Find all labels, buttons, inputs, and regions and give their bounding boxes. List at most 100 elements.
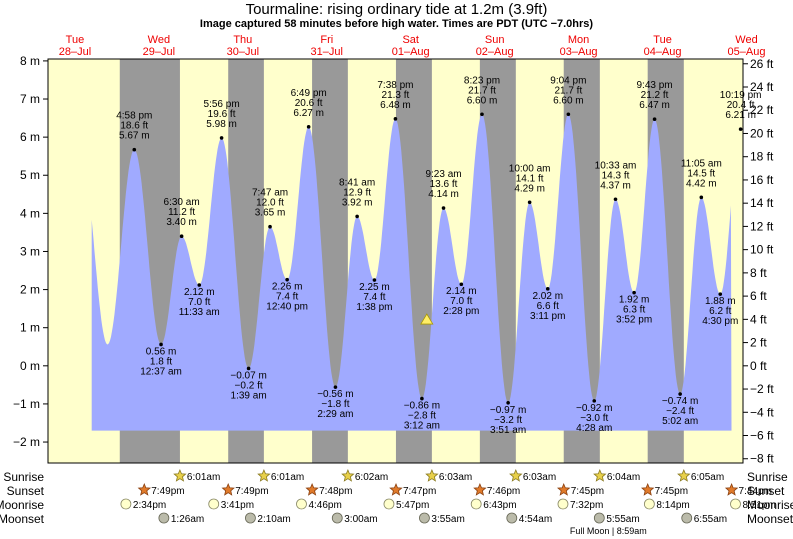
y-tick-label-right: 6 ft [750,289,767,303]
tide-label: 14.5 ft [687,168,715,179]
tide-point [459,282,464,287]
chart-title: Tourmaline: rising ordinary tide at 1.2m… [245,1,548,18]
tide-label: 3.65 m [255,208,286,219]
tide-label: 1:38 pm [356,302,392,313]
y-tick-label-right: 24 ft [750,80,774,94]
moonrise-time: 5:47pm [396,500,429,511]
day-date: 05–Aug [728,46,766,58]
sunset-time: 7:45pm [655,486,688,497]
tide-point [179,234,184,239]
tide-label: −2.8 ft [408,411,436,422]
moonset-time: 2:10am [257,514,290,525]
tide-label: 6.6 ft [537,301,559,312]
y-tick-label-left: 0 m [20,359,40,373]
sunrise-icon [593,468,607,482]
tide-point [718,292,723,296]
tide-label: 12:40 pm [266,302,308,313]
tide-point [197,283,202,287]
tide-label: 6:30 am [164,197,200,208]
moonrise-icon [557,498,569,510]
tide-point [355,214,359,219]
tide-label: 18.6 ft [120,121,148,132]
tide-label: 9:43 pm [637,80,673,91]
sunrise-time: 6:03am [439,472,472,483]
tide-point [738,127,743,131]
sunset-time: 7:46pm [487,486,520,497]
tide-label: 4:30 pm [702,316,738,327]
tide-point [268,224,272,229]
day-date: 03–Aug [560,46,598,58]
tide-point [441,206,446,210]
moonrise-icon [383,498,395,510]
tide-label: 12:37 am [140,366,182,377]
tide-label: 3:52 pm [616,315,652,326]
tide-label: −0.2 ft [235,380,263,391]
tide-point [246,366,251,371]
tide-label: 6.48 m [380,100,411,111]
tide-label: 4:58 pm [116,111,152,122]
tide-point [613,197,618,202]
tide-label: 2.14 m [446,286,477,297]
moonrise-time: 4:46pm [308,500,341,511]
tide-label: 4.42 m [686,178,717,189]
moonrise-icon [730,498,741,510]
tide-label: 1.92 m [619,295,650,306]
tide-label: 6.21 m [725,110,756,121]
tide-label: 4:28 am [576,423,612,434]
y-tick-label-left: 2 m [20,283,40,297]
sunrise-time: 6:03am [523,472,556,483]
tide-label: 6.3 ft [623,305,645,316]
tide-label: 3.40 m [166,217,197,228]
tide-point [592,399,597,403]
day-labels: Tue28–JulWed29–JulThu30–JulFri31–JulSat0… [59,34,766,58]
y-tick-label-right: 18 ft [750,150,774,164]
tide-label: 9:04 pm [550,75,586,86]
day-date: 04–Aug [644,46,682,58]
sunrise-time: 6:01am [271,472,304,483]
tide-label: 6.60 m [553,95,584,106]
sunrise-row-label-left: Sunrise [3,470,44,484]
moonset-icon [419,512,430,524]
tide-label: 0.56 m [146,346,177,357]
tide-label: 9:23 am [425,169,461,180]
moonrise-time: 6:43pm [483,500,516,511]
sunrise-row-label-right: Sunrise [747,470,788,484]
tide-label: 4.29 m [514,183,545,194]
tide-label: 8:41 am [339,177,375,188]
y-tick-label-right: 26 ft [750,57,774,71]
tide-point [480,112,484,117]
moonrise-time: 7:32pm [570,500,603,511]
moonset-row-label-right: Moonset [747,512,793,526]
day-name: Tue [66,34,85,46]
tide-label: 11:05 am [681,158,722,169]
tide-label: −0.97 m [490,405,526,416]
moonset-time: 3:55am [431,514,464,525]
y-tick-label-left: −2 m [13,435,40,449]
tide-curve [91,114,732,431]
tide-point [420,396,424,401]
day-name: Tue [653,34,672,46]
tide-point [333,385,338,389]
sunset-icon [389,482,403,496]
y-tick-label-left: 7 m [20,92,40,106]
full-moon-note: Full Moon | 8:59am [570,526,647,536]
tide-point [393,117,398,121]
y-tick-label-left: 8 m [20,54,40,68]
tide-label: 7:38 pm [377,80,413,91]
moonrise-time: 8:14pm [656,500,689,511]
tide-label: 10:33 am [595,160,637,171]
tide-label: 8:23 pm [464,75,500,86]
tide-label: 3.92 m [342,197,373,208]
sunset-icon [556,482,571,496]
y-tick-label-left: −1 m [13,397,40,411]
tide-label: 2.26 m [272,282,303,293]
day-name: Wed [148,34,170,46]
tide-label: 5.98 m [206,119,237,130]
moonset-time: 6:55am [694,514,727,525]
tide-label: 19.6 ft [208,109,236,120]
tide-label: 11:33 am [179,307,220,318]
y-tick-label-right: −2 ft [750,382,774,396]
chart-subtitle: Image captured 58 minutes before high wa… [199,18,594,30]
tide-label: 5:02 am [662,416,698,427]
